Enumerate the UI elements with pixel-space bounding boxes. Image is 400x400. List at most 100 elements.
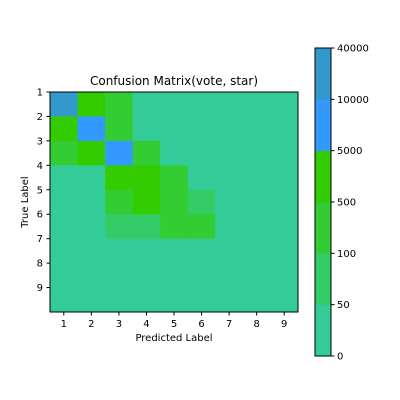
heatmap-cell — [270, 263, 299, 288]
x-tick-label: 4 — [143, 319, 149, 330]
colorbar-segment — [315, 202, 331, 254]
heatmap-cell — [105, 116, 133, 142]
y-tick-label: 4 — [37, 161, 43, 172]
heatmap-cell — [270, 140, 299, 166]
heatmap-cell — [242, 116, 271, 142]
x-axis-label: Predicted Label — [135, 333, 212, 344]
heatmap-cell — [77, 140, 106, 166]
heatmap-cell — [242, 287, 271, 313]
heatmap-cell — [132, 92, 161, 117]
heatmap-cell — [215, 92, 244, 117]
colorbar-tick-label: 10000 — [337, 95, 369, 106]
heatmap-cell — [50, 140, 78, 166]
heatmap-cell — [50, 165, 78, 191]
y-tick-label: 2 — [37, 112, 43, 123]
colorbar-segment — [315, 48, 331, 100]
heatmap-cell — [270, 238, 299, 264]
heatmap-cell — [50, 214, 78, 239]
chart-title: Confusion Matrix(vote, star) — [90, 74, 258, 88]
y-axis-label: True Label — [20, 176, 31, 228]
heatmap-cell — [215, 140, 244, 166]
heatmap-cell — [77, 116, 106, 142]
colorbar-segment — [315, 253, 331, 305]
x-tick-label: 6 — [198, 319, 204, 330]
colorbar-ticks: 0 50 100 500 5000 10000 40000 — [331, 44, 369, 363]
colorbar-segment — [315, 304, 331, 357]
heatmap-cell — [187, 238, 216, 264]
heatmap-cell — [215, 263, 244, 288]
heatmap-cell — [187, 116, 216, 142]
heatmap-cells — [50, 92, 299, 313]
y-tick-label: 5 — [37, 185, 43, 196]
heatmap-cell — [160, 287, 189, 313]
x-axis-ticks: 1 2 3 4 5 6 7 8 9 — [61, 312, 287, 330]
heatmap-cell — [105, 263, 133, 288]
colorbar-tick-label: 5000 — [337, 146, 362, 157]
heatmap-cell — [242, 140, 271, 166]
y-tick-label: 8 — [37, 259, 43, 270]
heatmap-cell — [270, 92, 299, 117]
x-tick-label: 7 — [226, 319, 232, 330]
heatmap-cell — [50, 116, 78, 142]
heatmap-cell — [270, 287, 299, 313]
heatmap-cell — [132, 165, 161, 191]
heatmap-cell — [77, 165, 106, 191]
y-tick-label: 9 — [37, 283, 43, 294]
heatmap-cell — [242, 165, 271, 191]
heatmap-cell — [160, 214, 189, 239]
colorbar-tick-label: 500 — [337, 198, 356, 209]
heatmap-cell — [105, 189, 133, 215]
heatmap-cell — [270, 189, 299, 215]
heatmap-cell — [50, 238, 78, 264]
heatmap-cell — [50, 189, 78, 215]
x-tick-label: 1 — [61, 319, 67, 330]
heatmap-cell — [215, 116, 244, 142]
heatmap-cell — [105, 287, 133, 313]
y-axis-ticks: 1 2 3 4 5 6 7 8 9 — [37, 88, 50, 294]
colorbar-tick-label: 100 — [337, 249, 356, 260]
heatmap-cell — [77, 238, 106, 264]
heatmap-cell — [242, 214, 271, 239]
x-tick-label: 5 — [171, 319, 177, 330]
heatmap-cell — [105, 214, 133, 239]
heatmap-cell — [187, 287, 216, 313]
y-tick-label: 7 — [37, 234, 43, 245]
heatmap-cell — [160, 263, 189, 288]
heatmap-cell — [77, 263, 106, 288]
heatmap-cell — [105, 165, 133, 191]
heatmap-cell — [187, 92, 216, 117]
heatmap-cell — [215, 287, 244, 313]
y-tick-label: 6 — [37, 210, 43, 221]
heatmap-cell — [187, 189, 216, 215]
heatmap-cell — [215, 238, 244, 264]
heatmap-cell — [270, 116, 299, 142]
heatmap-cell — [132, 238, 161, 264]
heatmap-cell — [242, 189, 271, 215]
x-tick-label: 2 — [88, 319, 94, 330]
heatmap-cell — [105, 92, 133, 117]
heatmap-cell — [132, 140, 161, 166]
heatmap-cell — [132, 287, 161, 313]
heatmap-cell — [160, 92, 189, 117]
y-tick-label: 1 — [37, 88, 43, 99]
heatmap-cell — [160, 140, 189, 166]
heatmap-cell — [160, 116, 189, 142]
heatmap-cell — [242, 238, 271, 264]
heatmap-cell — [77, 214, 106, 239]
heatmap-cell — [242, 92, 271, 117]
heatmap-cell — [77, 189, 106, 215]
heatmap-cell — [50, 287, 78, 313]
x-tick-label: 8 — [253, 319, 259, 330]
heatmap-cell — [105, 140, 133, 166]
heatmap-cell — [242, 263, 271, 288]
colorbar-tick-label: 50 — [337, 300, 350, 311]
heatmap-cell — [132, 263, 161, 288]
heatmap-cell — [215, 165, 244, 191]
heatmap-cell — [215, 214, 244, 239]
heatmap-cell — [270, 165, 299, 191]
y-tick-label: 3 — [37, 136, 43, 147]
heatmap-cell — [215, 189, 244, 215]
heatmap-cell — [187, 263, 216, 288]
heatmap-cell — [77, 287, 106, 313]
heatmap-cell — [160, 238, 189, 264]
